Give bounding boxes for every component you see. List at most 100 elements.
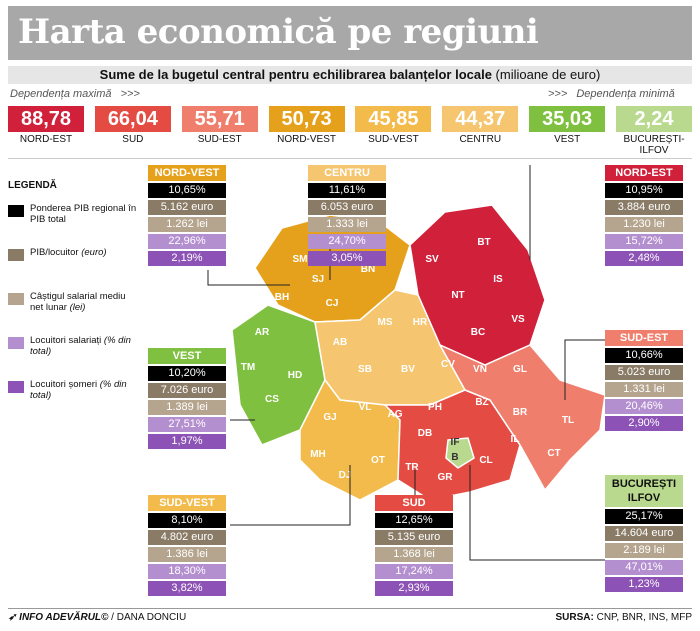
legend-label: Câștigul salarial mediu net lunar (lei) [30,291,140,313]
county-ar: AR [255,327,270,338]
county-dj: DJ [339,470,352,481]
budget-value-bucurești-ilfov: 2,24 [616,106,692,132]
budget-label-sud: SUD [122,134,144,145]
panel-stat-1: 10,95% [605,183,683,198]
panel-stat-5: 2,48% [605,251,683,266]
dependence-max-arrows: >>> [120,88,140,100]
county-is: IS [493,274,503,285]
county-gj: GJ [323,412,336,423]
budget-label-bucurești-ilfov: BUCUREȘTI-ILFOV [623,134,685,156]
county-if: IF [451,437,460,448]
county-cj: CJ [326,298,339,309]
county-bn: BN [361,264,375,275]
county-sb: SB [358,364,372,375]
county-cs: CS [265,394,279,405]
panel-stat-1: 11,61% [308,183,386,198]
county-bz: BZ [475,397,488,408]
chart-subtitle: Sume de la bugetul central pentru echili… [8,66,692,84]
panel-stat-2: 5.135 euro [375,530,453,545]
legend-swatch [8,205,24,217]
county-sm: SM [293,254,308,265]
county-mh: MH [310,449,326,460]
county-il: IL [511,434,520,445]
leader-lines [207,165,605,561]
county-nt: NT [451,290,464,301]
panel-nord-vest: NORD-VEST 10,65% 5.162 euro 1.262 lei 22,96%… [148,165,226,266]
footer-author: / DANA DONCIU [108,612,187,623]
legend-title: LEGENDĂ [8,180,57,191]
legend-text: Câștigul salarial mediu net lunar [30,291,126,313]
legend-label: PIB/locuitor (euro) [30,247,140,258]
dependence-min-arrows: >>> [548,88,568,100]
legend-label: Locuitori salariați (% din total) [30,335,140,357]
county-vn: VN [473,364,487,375]
panel-stat-2: 4.802 euro [148,530,226,545]
footer-sursa-value: CNP, BNR, INS, MFP [596,612,692,623]
panel-stat-5: 2,93% [375,581,453,596]
panel-stat-4: 47,01% [605,560,683,575]
feather-icon: ➶ [8,612,20,623]
leader-line [230,465,351,526]
panel-stat-3: 1.389 lei [148,400,226,415]
panel-stat-3: 2.189 lei [605,543,683,558]
budget-label-vest: VEST [554,134,581,145]
panel-title: BUCUREȘTI ILFOV [605,475,683,507]
panel-vest: VEST 10,20% 7.026 euro 1.389 lei 27,51% 1,97% [148,348,226,449]
legend-unit: (% din total) [30,379,127,401]
footer-sursa: SURSA: CNP, BNR, INS, MFP [555,612,692,623]
budget-value-sud-vest: 45,85 [355,106,432,132]
leader-line [207,270,290,286]
panel-stat-2: 7.026 euro [148,383,226,398]
dependence-min: >>> Dependența minimă [548,88,675,100]
legend-item: PIB/locuitor (euro) [8,247,148,285]
panel-bucuresti: BUCUREȘTI ILFOV 25,17% 14.604 euro 2.189 le… [605,475,683,592]
panel-stat-3: 1.368 lei [375,547,453,562]
panel-stat-5: 2,19% [148,251,226,266]
legend-item: Câștigul salarial mediu net lunar (lei) [8,291,148,329]
county-gr: GR [438,472,454,483]
legend-label: Ponderea PIB regional în PIB total [30,203,140,225]
county-tm: TM [241,362,255,373]
title-bar: Harta economică pe regiuni [8,6,692,60]
page-title: Harta economică pe regiuni [18,12,539,52]
panel-title: NORD-VEST [148,165,226,181]
county-cv: CV [441,359,455,370]
panel-stat-2: 3.884 euro [605,200,683,215]
panel-title: VEST [148,348,226,364]
leader-line [469,465,605,561]
panel-stat-1: 10,66% [605,348,683,363]
county-ot: OT [371,455,385,466]
panel-title: CENTRU [308,165,386,181]
legend-swatch [8,337,24,349]
subtitle-main: Sume de la bugetul central pentru echili… [99,67,492,82]
legend-text: Locuitori salariați [30,335,102,346]
panel-title: SUD [375,495,453,511]
legend-unit: (lei) [66,302,86,313]
panel-stat-1: 25,17% [605,509,683,524]
budget-value-centru: 44,37 [442,106,519,132]
county-bv: BV [401,364,415,375]
panel-stat-5: 3,05% [308,251,386,266]
budget-value-nord-est: 88,78 [8,106,84,132]
county-bt: BT [477,237,490,248]
region-sud-est [438,343,606,492]
panel-centru: CENTRU 11,61% 6.053 euro 1.333 lei 24,70% 3,0… [308,165,386,266]
county-sv: SV [425,254,439,265]
county-bh: BH [275,292,289,303]
legend-swatch [8,381,24,393]
panel-stat-2: 5.023 euro [605,365,683,380]
footer-sursa-label: SURSA: [555,612,594,623]
panel-stat-4: 15,72% [605,234,683,249]
panel-stat-3: 1.331 lei [605,382,683,397]
county-bc: BC [471,327,485,338]
panel-nord-est: NORD-EST 10,95% 3.884 euro 1.230 lei 15,72% 2… [605,165,683,266]
county-hr: HR [413,317,428,328]
county-cl: CL [479,455,492,466]
panel-stat-3: 1.333 lei [308,217,386,232]
panel-stat-3: 1.230 lei [605,217,683,232]
legend-text: PIB/locuitor [30,247,79,258]
panel-stat-4: 27,51% [148,417,226,432]
budget-value-sud-est: 55,71 [181,106,258,132]
panel-stat-1: 10,65% [148,183,226,198]
